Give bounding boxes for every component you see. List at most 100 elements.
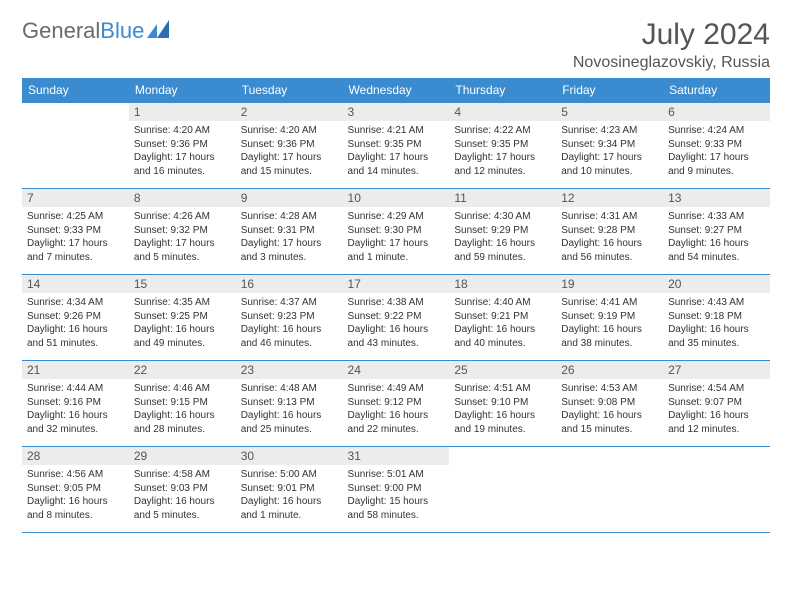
- day-number: 17: [343, 275, 450, 293]
- day-details: Sunrise: 4:20 AMSunset: 9:36 PMDaylight:…: [129, 121, 236, 182]
- calendar-week-row: 14Sunrise: 4:34 AMSunset: 9:26 PMDayligh…: [22, 275, 770, 361]
- day-details: Sunrise: 4:46 AMSunset: 9:15 PMDaylight:…: [129, 379, 236, 440]
- calendar-cell: [663, 447, 770, 533]
- weekday-header: Sunday: [22, 78, 129, 103]
- location: Novosineglazovskiy, Russia: [573, 54, 770, 72]
- day-number: 4: [449, 103, 556, 121]
- day-number: 18: [449, 275, 556, 293]
- calendar-cell: 22Sunrise: 4:46 AMSunset: 9:15 PMDayligh…: [129, 361, 236, 447]
- day-number: 12: [556, 189, 663, 207]
- day-details: Sunrise: 4:26 AMSunset: 9:32 PMDaylight:…: [129, 207, 236, 268]
- day-number: 10: [343, 189, 450, 207]
- day-number: 11: [449, 189, 556, 207]
- day-details: Sunrise: 4:48 AMSunset: 9:13 PMDaylight:…: [236, 379, 343, 440]
- day-number: 8: [129, 189, 236, 207]
- day-number: 9: [236, 189, 343, 207]
- calendar-cell: 26Sunrise: 4:53 AMSunset: 9:08 PMDayligh…: [556, 361, 663, 447]
- calendar-cell: 8Sunrise: 4:26 AMSunset: 9:32 PMDaylight…: [129, 189, 236, 275]
- calendar-cell: 1Sunrise: 4:20 AMSunset: 9:36 PMDaylight…: [129, 103, 236, 189]
- header: GeneralBlue July 2024 Novosineglazovskiy…: [22, 18, 770, 72]
- day-details: Sunrise: 5:01 AMSunset: 9:00 PMDaylight:…: [343, 465, 450, 526]
- calendar-week-row: 7Sunrise: 4:25 AMSunset: 9:33 PMDaylight…: [22, 189, 770, 275]
- calendar-cell: 9Sunrise: 4:28 AMSunset: 9:31 PMDaylight…: [236, 189, 343, 275]
- calendar-cell: 7Sunrise: 4:25 AMSunset: 9:33 PMDaylight…: [22, 189, 129, 275]
- day-details: Sunrise: 4:53 AMSunset: 9:08 PMDaylight:…: [556, 379, 663, 440]
- day-details: Sunrise: 4:56 AMSunset: 9:05 PMDaylight:…: [22, 465, 129, 526]
- day-details: Sunrise: 4:40 AMSunset: 9:21 PMDaylight:…: [449, 293, 556, 354]
- day-number: 2: [236, 103, 343, 121]
- weekday-header: Tuesday: [236, 78, 343, 103]
- calendar-cell: 29Sunrise: 4:58 AMSunset: 9:03 PMDayligh…: [129, 447, 236, 533]
- day-details: Sunrise: 4:35 AMSunset: 9:25 PMDaylight:…: [129, 293, 236, 354]
- logo-mark-icon: [147, 18, 169, 44]
- day-number: 28: [22, 447, 129, 465]
- calendar-cell: 21Sunrise: 4:44 AMSunset: 9:16 PMDayligh…: [22, 361, 129, 447]
- calendar-cell: 30Sunrise: 5:00 AMSunset: 9:01 PMDayligh…: [236, 447, 343, 533]
- calendar-cell: 24Sunrise: 4:49 AMSunset: 9:12 PMDayligh…: [343, 361, 450, 447]
- day-number: 21: [22, 361, 129, 379]
- calendar-cell: 16Sunrise: 4:37 AMSunset: 9:23 PMDayligh…: [236, 275, 343, 361]
- calendar-cell: 2Sunrise: 4:20 AMSunset: 9:36 PMDaylight…: [236, 103, 343, 189]
- day-details: Sunrise: 4:20 AMSunset: 9:36 PMDaylight:…: [236, 121, 343, 182]
- day-details: Sunrise: 4:37 AMSunset: 9:23 PMDaylight:…: [236, 293, 343, 354]
- day-details: Sunrise: 4:34 AMSunset: 9:26 PMDaylight:…: [22, 293, 129, 354]
- day-number: 5: [556, 103, 663, 121]
- day-details: Sunrise: 4:41 AMSunset: 9:19 PMDaylight:…: [556, 293, 663, 354]
- day-number: 20: [663, 275, 770, 293]
- calendar-cell: 10Sunrise: 4:29 AMSunset: 9:30 PMDayligh…: [343, 189, 450, 275]
- calendar-cell: [22, 103, 129, 189]
- day-number: 29: [129, 447, 236, 465]
- calendar-head: SundayMondayTuesdayWednesdayThursdayFrid…: [22, 78, 770, 103]
- weekday-row: SundayMondayTuesdayWednesdayThursdayFrid…: [22, 78, 770, 103]
- calendar-cell: 3Sunrise: 4:21 AMSunset: 9:35 PMDaylight…: [343, 103, 450, 189]
- day-number: 13: [663, 189, 770, 207]
- day-details: Sunrise: 4:22 AMSunset: 9:35 PMDaylight:…: [449, 121, 556, 182]
- day-details: Sunrise: 4:58 AMSunset: 9:03 PMDaylight:…: [129, 465, 236, 526]
- calendar-cell: 6Sunrise: 4:24 AMSunset: 9:33 PMDaylight…: [663, 103, 770, 189]
- calendar-cell: 23Sunrise: 4:48 AMSunset: 9:13 PMDayligh…: [236, 361, 343, 447]
- day-number: 24: [343, 361, 450, 379]
- day-details: Sunrise: 4:33 AMSunset: 9:27 PMDaylight:…: [663, 207, 770, 268]
- calendar-table: SundayMondayTuesdayWednesdayThursdayFrid…: [22, 78, 770, 533]
- day-details: Sunrise: 5:00 AMSunset: 9:01 PMDaylight:…: [236, 465, 343, 526]
- calendar-cell: 14Sunrise: 4:34 AMSunset: 9:26 PMDayligh…: [22, 275, 129, 361]
- calendar-cell: 27Sunrise: 4:54 AMSunset: 9:07 PMDayligh…: [663, 361, 770, 447]
- day-details: Sunrise: 4:49 AMSunset: 9:12 PMDaylight:…: [343, 379, 450, 440]
- day-details: Sunrise: 4:25 AMSunset: 9:33 PMDaylight:…: [22, 207, 129, 268]
- day-number: 15: [129, 275, 236, 293]
- calendar-cell: 13Sunrise: 4:33 AMSunset: 9:27 PMDayligh…: [663, 189, 770, 275]
- day-number: 22: [129, 361, 236, 379]
- weekday-header: Thursday: [449, 78, 556, 103]
- day-details: Sunrise: 4:38 AMSunset: 9:22 PMDaylight:…: [343, 293, 450, 354]
- day-details: Sunrise: 4:54 AMSunset: 9:07 PMDaylight:…: [663, 379, 770, 440]
- month-title: July 2024: [573, 18, 770, 52]
- day-number: 25: [449, 361, 556, 379]
- logo-text-2: Blue: [100, 18, 144, 44]
- calendar-body: 1Sunrise: 4:20 AMSunset: 9:36 PMDaylight…: [22, 103, 770, 533]
- calendar-week-row: 28Sunrise: 4:56 AMSunset: 9:05 PMDayligh…: [22, 447, 770, 533]
- day-number: 14: [22, 275, 129, 293]
- day-details: Sunrise: 4:30 AMSunset: 9:29 PMDaylight:…: [449, 207, 556, 268]
- title-block: July 2024 Novosineglazovskiy, Russia: [573, 18, 770, 72]
- day-number: 3: [343, 103, 450, 121]
- day-details: Sunrise: 4:28 AMSunset: 9:31 PMDaylight:…: [236, 207, 343, 268]
- calendar-cell: 19Sunrise: 4:41 AMSunset: 9:19 PMDayligh…: [556, 275, 663, 361]
- day-details: Sunrise: 4:24 AMSunset: 9:33 PMDaylight:…: [663, 121, 770, 182]
- day-details: Sunrise: 4:21 AMSunset: 9:35 PMDaylight:…: [343, 121, 450, 182]
- calendar-cell: 4Sunrise: 4:22 AMSunset: 9:35 PMDaylight…: [449, 103, 556, 189]
- calendar-cell: [556, 447, 663, 533]
- day-number: 7: [22, 189, 129, 207]
- day-number: 31: [343, 447, 450, 465]
- day-details: Sunrise: 4:44 AMSunset: 9:16 PMDaylight:…: [22, 379, 129, 440]
- calendar-cell: 17Sunrise: 4:38 AMSunset: 9:22 PMDayligh…: [343, 275, 450, 361]
- logo-text-1: General: [22, 18, 100, 44]
- calendar-week-row: 21Sunrise: 4:44 AMSunset: 9:16 PMDayligh…: [22, 361, 770, 447]
- weekday-header: Monday: [129, 78, 236, 103]
- day-number: 16: [236, 275, 343, 293]
- logo: GeneralBlue: [22, 18, 169, 44]
- calendar-cell: 12Sunrise: 4:31 AMSunset: 9:28 PMDayligh…: [556, 189, 663, 275]
- day-number: 23: [236, 361, 343, 379]
- day-number: 19: [556, 275, 663, 293]
- calendar-cell: 28Sunrise: 4:56 AMSunset: 9:05 PMDayligh…: [22, 447, 129, 533]
- day-number: 27: [663, 361, 770, 379]
